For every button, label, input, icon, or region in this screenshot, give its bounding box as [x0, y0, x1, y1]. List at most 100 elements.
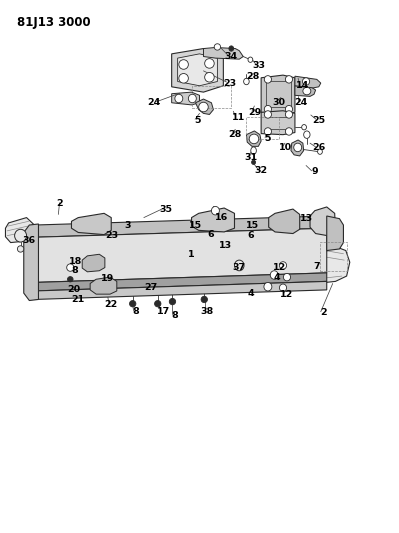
Text: 12: 12	[273, 263, 286, 272]
Polygon shape	[327, 216, 344, 251]
Bar	[247, 117, 279, 139]
Polygon shape	[247, 131, 261, 147]
Ellipse shape	[97, 217, 107, 228]
Ellipse shape	[199, 102, 208, 112]
Text: 9: 9	[312, 167, 318, 176]
Text: 16: 16	[215, 213, 228, 222]
Text: 2: 2	[320, 308, 327, 317]
Text: 28: 28	[229, 130, 242, 139]
Ellipse shape	[285, 111, 292, 118]
Text: 33: 33	[253, 61, 266, 70]
Text: 20: 20	[68, 285, 81, 294]
Ellipse shape	[264, 282, 272, 291]
Bar	[192, 86, 231, 108]
Polygon shape	[310, 207, 336, 236]
Ellipse shape	[188, 94, 196, 103]
Ellipse shape	[264, 76, 271, 83]
Text: 27: 27	[144, 283, 158, 292]
Text: 22: 22	[105, 300, 118, 309]
Ellipse shape	[279, 284, 286, 292]
Ellipse shape	[278, 215, 288, 226]
Ellipse shape	[285, 128, 292, 135]
Ellipse shape	[264, 106, 271, 113]
Polygon shape	[34, 216, 327, 237]
Text: 34: 34	[225, 52, 238, 61]
Text: 11: 11	[232, 113, 245, 122]
Ellipse shape	[285, 106, 292, 113]
Ellipse shape	[249, 134, 259, 144]
Text: 30: 30	[273, 98, 286, 107]
Polygon shape	[203, 47, 243, 59]
Text: 8: 8	[71, 266, 78, 275]
Ellipse shape	[285, 76, 292, 83]
Text: 13: 13	[219, 241, 232, 250]
Text: 6: 6	[207, 230, 214, 239]
Text: 19: 19	[101, 274, 114, 283]
Bar	[320, 241, 347, 271]
Text: 6: 6	[247, 231, 254, 240]
Ellipse shape	[214, 44, 221, 50]
Text: 4: 4	[274, 273, 280, 281]
Polygon shape	[192, 208, 235, 232]
Ellipse shape	[294, 143, 302, 152]
Text: 18: 18	[69, 257, 82, 265]
Polygon shape	[71, 213, 111, 235]
Polygon shape	[316, 246, 350, 284]
Text: 3: 3	[124, 221, 130, 230]
Text: 29: 29	[249, 108, 262, 117]
Text: 15: 15	[245, 221, 259, 230]
Ellipse shape	[252, 160, 256, 165]
Polygon shape	[196, 99, 213, 115]
Ellipse shape	[130, 301, 136, 307]
Text: 81J13 3000: 81J13 3000	[17, 15, 90, 29]
Polygon shape	[295, 76, 321, 88]
Text: 14: 14	[296, 81, 310, 90]
Ellipse shape	[154, 301, 161, 307]
Ellipse shape	[318, 149, 322, 155]
Polygon shape	[178, 54, 217, 86]
Text: 2: 2	[56, 199, 63, 208]
Ellipse shape	[67, 264, 74, 271]
Ellipse shape	[211, 206, 219, 215]
Polygon shape	[291, 140, 304, 156]
Ellipse shape	[302, 125, 306, 130]
Polygon shape	[261, 75, 295, 115]
Text: 35: 35	[159, 205, 172, 214]
Polygon shape	[269, 209, 300, 233]
Text: 23: 23	[105, 231, 119, 240]
Ellipse shape	[244, 78, 249, 85]
Ellipse shape	[179, 60, 188, 69]
Ellipse shape	[304, 131, 310, 139]
Ellipse shape	[302, 78, 310, 85]
Ellipse shape	[175, 94, 183, 103]
Text: 31: 31	[245, 153, 258, 162]
Text: 36: 36	[23, 237, 36, 246]
Text: 12: 12	[280, 289, 294, 298]
Polygon shape	[172, 92, 200, 105]
Ellipse shape	[264, 111, 271, 118]
Ellipse shape	[283, 273, 290, 281]
Text: 24: 24	[147, 98, 160, 107]
Text: 10: 10	[279, 143, 292, 152]
Text: 37: 37	[233, 263, 246, 272]
Text: 1: 1	[188, 251, 195, 260]
Text: 26: 26	[312, 143, 326, 152]
Ellipse shape	[67, 277, 73, 282]
Ellipse shape	[18, 246, 24, 252]
Text: 38: 38	[201, 307, 214, 316]
Ellipse shape	[303, 87, 311, 95]
Text: 21: 21	[71, 295, 85, 304]
Polygon shape	[295, 86, 316, 96]
Ellipse shape	[270, 271, 278, 279]
Polygon shape	[34, 281, 327, 300]
Ellipse shape	[201, 296, 207, 303]
Text: 23: 23	[223, 78, 236, 87]
Text: 4: 4	[248, 288, 255, 297]
Text: 15: 15	[189, 221, 202, 230]
Polygon shape	[34, 228, 327, 282]
Polygon shape	[6, 217, 33, 243]
Text: 5: 5	[194, 116, 201, 125]
Ellipse shape	[264, 128, 271, 135]
Polygon shape	[82, 254, 105, 272]
Ellipse shape	[81, 219, 91, 229]
